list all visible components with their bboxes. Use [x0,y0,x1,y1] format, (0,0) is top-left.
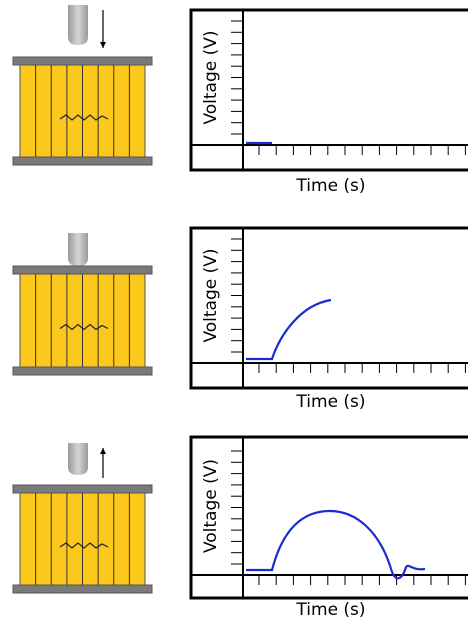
bottom-plate [12,584,153,594]
panel: Voltage (V) Time (s) [12,226,468,412]
x-axis-label: Time (s) [295,600,365,620]
piston [68,5,88,45]
piston [68,233,88,266]
top-plate [12,265,153,275]
x-axis-label: Time (s) [295,176,365,196]
arrow-head [100,42,106,48]
y-axis-label: Voltage (V) [201,30,221,124]
crack [59,323,109,331]
chart-frame [189,226,468,390]
panel: Voltage (V) Time (s) [12,435,468,620]
arrow-head [100,448,106,454]
chart-frame [189,8,468,172]
crack [59,542,109,549]
x-axis-label: Time (s) [295,392,365,412]
top-plate [12,484,153,494]
voltage-curve [246,298,332,361]
chart-frame [189,435,468,600]
panel: Voltage (V) Time (s) [12,5,468,196]
crack [59,114,109,121]
y-axis-label: Voltage (V) [201,248,221,342]
y-axis-label: Voltage (V) [201,459,221,553]
bottom-plate [12,366,153,376]
piston [68,443,88,475]
top-plate [12,56,153,66]
bottom-plate [12,156,153,166]
voltage-curve [246,509,426,580]
